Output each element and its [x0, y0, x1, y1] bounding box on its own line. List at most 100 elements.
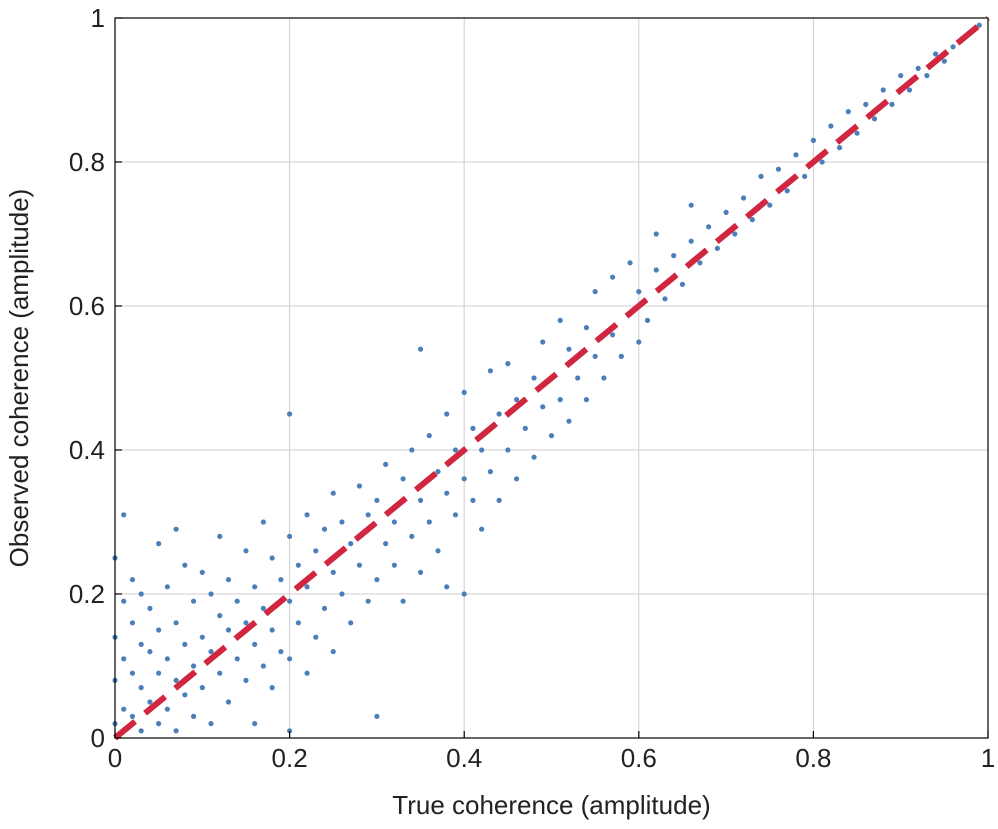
scatter-point	[767, 202, 773, 208]
scatter-point	[775, 166, 782, 172]
scatter-point	[339, 591, 345, 597]
scatter-point	[461, 591, 467, 597]
scatter-point	[252, 584, 258, 590]
y-tick-label: 0.4	[69, 435, 105, 465]
scatter-point	[417, 497, 424, 503]
scatter-point	[740, 195, 747, 201]
scatter-point	[374, 713, 380, 720]
scatter-point	[208, 649, 214, 655]
scatter-point	[417, 346, 424, 352]
scatter-point	[452, 512, 459, 518]
scatter-point	[836, 145, 843, 151]
x-tick-label: 0	[108, 743, 122, 773]
scatter-point	[653, 267, 659, 273]
scatter-point	[164, 584, 170, 590]
scatter-point	[417, 569, 424, 576]
scatter-point	[679, 281, 686, 287]
scatter-point	[522, 425, 528, 431]
scatter-point	[121, 706, 127, 712]
scatter-point	[225, 699, 232, 705]
scatter-point	[330, 649, 336, 655]
scatter-point	[182, 562, 188, 568]
scatter-point	[444, 411, 450, 417]
scatter-point	[557, 397, 563, 403]
scatter-point	[374, 497, 380, 503]
scatter-point	[313, 634, 319, 640]
scatter-point	[513, 397, 520, 403]
scatter-point	[321, 605, 328, 612]
scatter-point	[915, 65, 921, 71]
scatter-point	[374, 577, 380, 583]
scatter-point	[505, 361, 511, 367]
scatter-point	[121, 512, 127, 518]
scatter-point	[287, 656, 293, 662]
scatter-point	[217, 533, 223, 540]
scatter-point	[644, 317, 651, 323]
scatter-point	[147, 699, 153, 705]
scatter-point	[260, 663, 267, 669]
scatter-point	[714, 245, 720, 251]
scatter-point	[592, 289, 598, 295]
scatter-point	[784, 188, 790, 194]
scatter-point	[426, 519, 432, 525]
scatter-point	[330, 569, 336, 576]
scatter-point	[295, 620, 301, 626]
scatter-point	[156, 721, 162, 727]
x-tick-label: 0.4	[446, 743, 482, 773]
scatter-point	[863, 101, 869, 107]
scatter-point	[636, 339, 642, 345]
scatter-point	[610, 332, 616, 338]
scatter-point	[557, 317, 563, 323]
y-tick-label: 0	[91, 723, 105, 753]
scatter-point	[636, 289, 642, 295]
scatter-point	[129, 577, 136, 583]
x-tick-label: 1	[981, 743, 995, 773]
scatter-point	[156, 627, 162, 633]
scatter-point	[845, 109, 851, 115]
scatter-point	[252, 721, 258, 727]
scatter-point	[287, 598, 293, 604]
scatter-point	[278, 649, 284, 655]
scatter-point	[435, 469, 441, 475]
scatter-point	[217, 670, 223, 676]
scatter-point	[697, 260, 703, 266]
scatter-point	[933, 51, 939, 57]
scatter-point	[583, 325, 590, 331]
scatter-point	[199, 685, 205, 691]
scatter-point	[479, 447, 485, 453]
scatter-point	[758, 173, 764, 179]
scatter-point	[566, 418, 572, 424]
scatter-point	[164, 706, 170, 712]
scatter-point	[121, 656, 127, 662]
scatter-point	[260, 519, 267, 525]
scatter-point	[889, 101, 895, 107]
scatter-point	[618, 353, 624, 359]
scatter-point	[225, 577, 232, 583]
scatter-point	[583, 397, 590, 403]
scatter-point	[356, 562, 363, 568]
scatter-point	[810, 137, 817, 143]
scatter-point	[793, 152, 799, 158]
scatter-point	[164, 656, 170, 662]
scatter-point	[356, 483, 363, 489]
y-tick-label: 0.8	[69, 147, 105, 177]
scatter-point	[531, 454, 537, 460]
scatter-point	[976, 22, 982, 28]
scatter-point	[260, 605, 267, 612]
scatter-point	[287, 533, 293, 540]
scatter-point	[269, 685, 275, 691]
scatter-point	[304, 670, 310, 676]
scatter-point	[190, 713, 197, 720]
scatter-point	[426, 433, 432, 439]
scatter-point	[190, 663, 197, 669]
scatter-point	[950, 44, 956, 50]
scatter-point	[540, 404, 546, 410]
scatter-point	[173, 728, 179, 734]
scatter-point	[173, 677, 179, 684]
scatter-point	[252, 641, 258, 648]
scatter-point	[671, 253, 677, 259]
scatter-point	[610, 274, 616, 280]
scatter-point	[435, 548, 441, 554]
scatter-point	[295, 562, 301, 568]
